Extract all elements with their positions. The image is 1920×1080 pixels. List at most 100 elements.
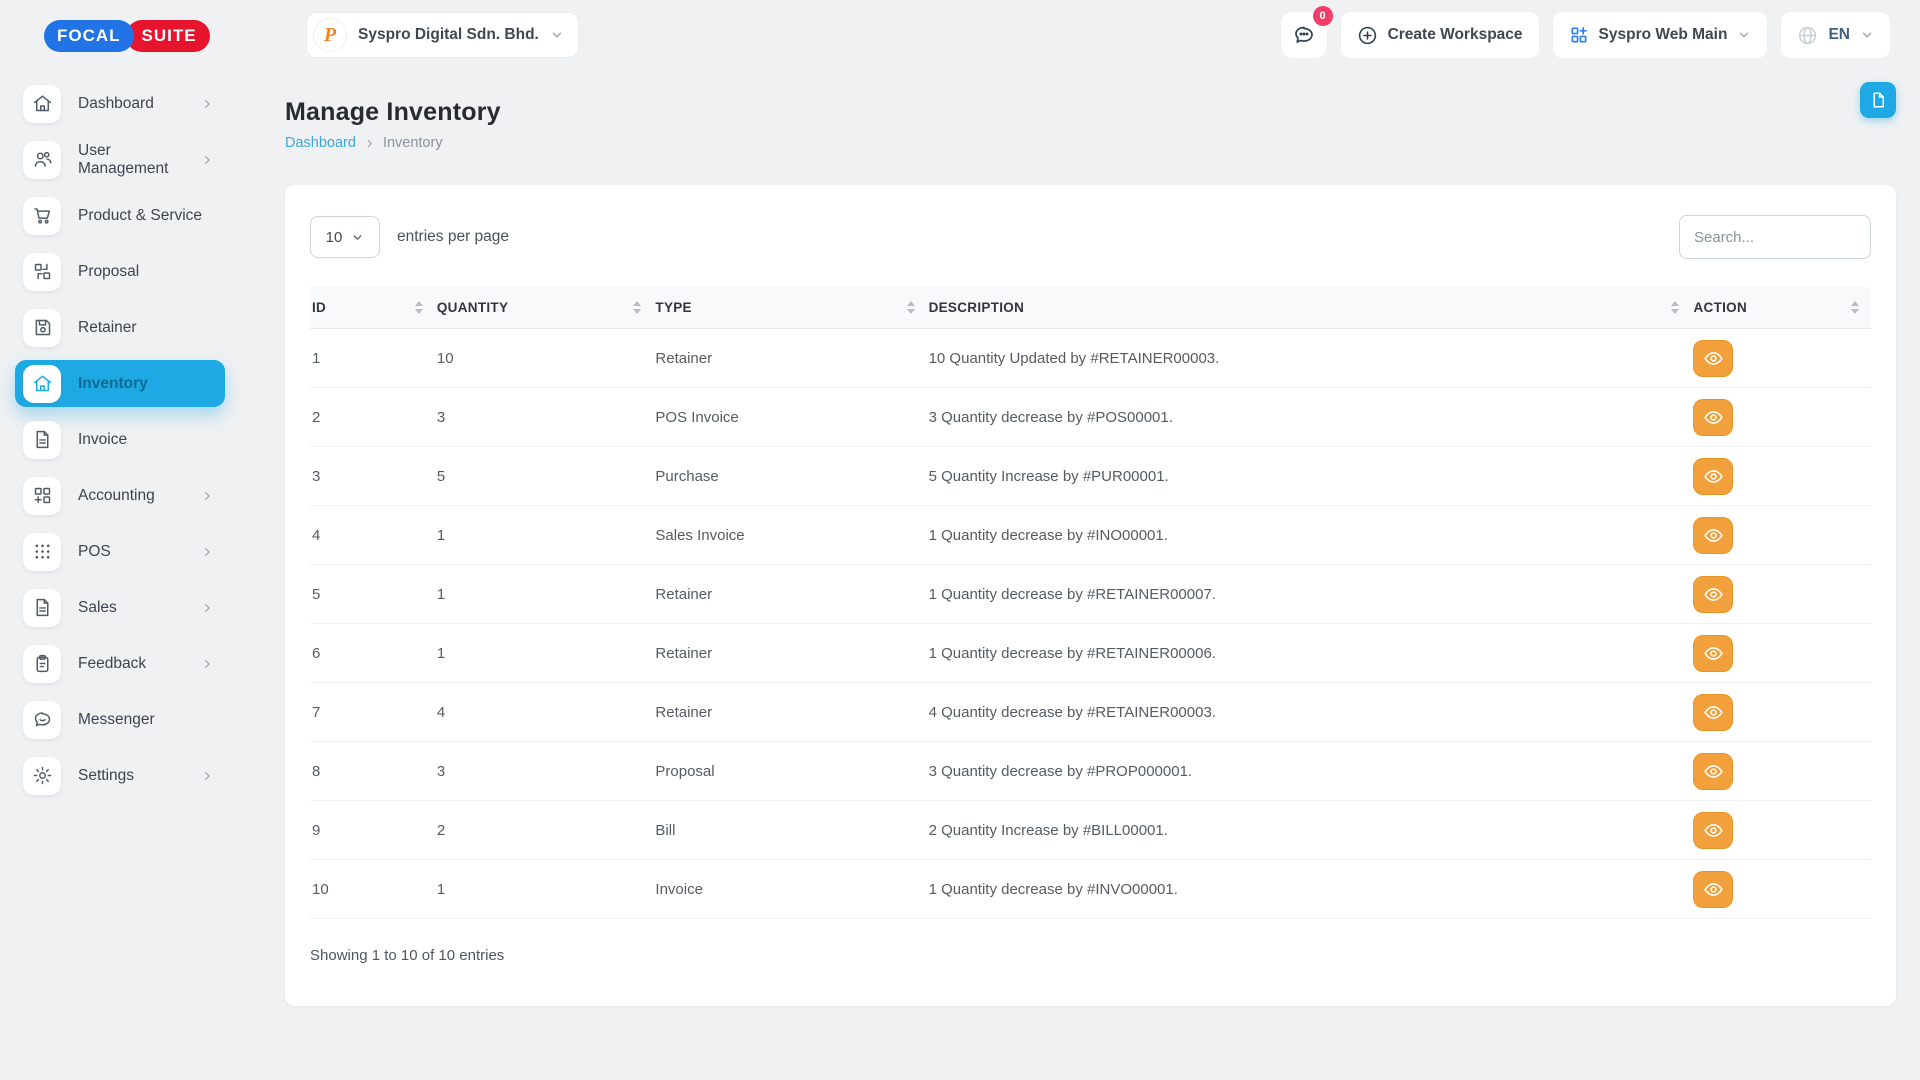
- view-button[interactable]: [1693, 693, 1734, 731]
- breadcrumb-separator-icon: [364, 138, 375, 149]
- view-button[interactable]: [1693, 634, 1734, 672]
- cell-type: Purchase: [653, 446, 927, 506]
- sidebar-item-retainer[interactable]: Retainer: [15, 304, 225, 351]
- table-row: 6 1 Retainer 1 Quantity decrease by #RET…: [310, 623, 1871, 683]
- cell-type: Retainer: [653, 328, 927, 388]
- view-button[interactable]: [1693, 339, 1734, 377]
- sort-icon[interactable]: [1851, 301, 1859, 314]
- sidebar-item-invoice[interactable]: Invoice: [15, 416, 225, 463]
- sidebar-item-label: Inventory: [78, 374, 148, 392]
- cell-id: 6: [310, 623, 435, 683]
- search-input[interactable]: [1679, 215, 1871, 259]
- column-header-action: ACTION: [1693, 300, 1748, 315]
- cell-type: POS Invoice: [653, 387, 927, 447]
- save-icon: [23, 308, 61, 347]
- sidebar-item-product-service[interactable]: Product & Service: [15, 192, 225, 239]
- cell-description: 10 Quantity Updated by #RETAINER00003.: [926, 328, 1692, 388]
- cell-quantity: 2: [434, 800, 654, 860]
- sidebar-item-label: Invoice: [78, 430, 128, 448]
- create-workspace-button[interactable]: Create Workspace: [1340, 12, 1539, 58]
- column-header-description: DESCRIPTION: [928, 300, 1025, 315]
- cell-quantity: 1: [434, 623, 654, 683]
- messages-button[interactable]: 0: [1280, 6, 1333, 58]
- sidebar-item-inventory[interactable]: Inventory: [15, 360, 225, 407]
- cell-id: 5: [310, 564, 435, 624]
- sidebar-item-messenger[interactable]: Messenger: [15, 696, 225, 743]
- document-shortcut-button[interactable]: [1860, 82, 1896, 118]
- sort-icon[interactable]: [1671, 301, 1680, 314]
- home-icon: [23, 364, 61, 403]
- sidebar-item-user-management[interactable]: User Management: [15, 136, 225, 183]
- eye-icon: [1704, 880, 1723, 899]
- chevron-right-icon: [201, 154, 213, 166]
- users-icon: [23, 140, 61, 179]
- workspace-selector[interactable]: P Syspro Digital Sdn. Bhd.: [306, 12, 579, 58]
- cell-id: 2: [310, 387, 435, 447]
- sidebar-item-sales[interactable]: Sales: [15, 584, 225, 631]
- sidebar-item-accounting[interactable]: Accounting: [15, 472, 225, 519]
- sort-icon[interactable]: [414, 301, 423, 314]
- brand-logo[interactable]: FOCAL SUITE: [44, 20, 240, 52]
- eye-icon: [1704, 408, 1723, 427]
- topbar-actions: 0 Create Workspace Syspro Web Main: [1280, 6, 1890, 58]
- table-row: 3 5 Purchase 5 Quantity Increase by #PUR…: [310, 446, 1871, 506]
- sidebar-item-pos[interactable]: POS: [15, 528, 225, 575]
- view-button[interactable]: [1693, 752, 1734, 790]
- cell-description: 1 Quantity decrease by #INO00001.: [926, 505, 1692, 565]
- page-title: Manage Inventory: [285, 98, 501, 126]
- view-button[interactable]: [1693, 457, 1734, 495]
- chevron-right-icon: [201, 770, 213, 782]
- sidebar-item-dashboard[interactable]: Dashboard: [15, 80, 225, 127]
- chevron-down-icon: [550, 28, 564, 42]
- cell-description: 1 Quantity decrease by #INVO00001.: [926, 859, 1692, 919]
- sidebar-item-label: Messenger: [78, 710, 155, 728]
- eye-icon: [1704, 762, 1723, 781]
- column-header-quantity: QUANTITY: [436, 300, 509, 315]
- eye-icon: [1704, 821, 1723, 840]
- workspace-logo: P: [313, 18, 347, 52]
- view-button[interactable]: [1693, 516, 1734, 554]
- sidebar-item-proposal[interactable]: Proposal: [15, 248, 225, 295]
- sort-icon[interactable]: [906, 301, 915, 314]
- cell-id: 4: [310, 505, 435, 565]
- sort-icon[interactable]: [633, 301, 642, 314]
- cell-type: Invoice: [653, 859, 927, 919]
- cell-description: 2 Quantity Increase by #BILL00001.: [926, 800, 1692, 860]
- chevron-down-icon: [1737, 28, 1751, 42]
- view-button[interactable]: [1693, 870, 1734, 908]
- language-selector[interactable]: EN: [1781, 12, 1890, 58]
- document-icon: [1869, 91, 1887, 109]
- eye-icon: [1704, 703, 1723, 722]
- sidebar-item-settings[interactable]: Settings: [15, 752, 225, 799]
- workspace-menu-button[interactable]: Syspro Web Main: [1552, 12, 1768, 58]
- brand-logo-focal: FOCAL: [44, 20, 134, 52]
- cell-description: 3 Quantity decrease by #POS00001.: [926, 387, 1692, 447]
- cell-description: 1 Quantity decrease by #RETAINER00007.: [926, 564, 1692, 624]
- view-button[interactable]: [1693, 398, 1734, 436]
- gear-icon: [23, 756, 61, 795]
- entries-per-page-select[interactable]: 10: [310, 216, 380, 258]
- sidebar: FOCAL SUITE Dashboard User Management: [0, 0, 240, 1080]
- chevron-right-icon: [201, 658, 213, 670]
- table-controls: 10 entries per page: [310, 215, 1871, 259]
- table-row: 9 2 Bill 2 Quantity Increase by #BILL000…: [310, 800, 1871, 860]
- view-button[interactable]: [1693, 575, 1734, 613]
- breadcrumb-dashboard-link[interactable]: Dashboard: [285, 135, 356, 151]
- table-header-row: ID QUANTITY TYPE DESCRIPTION ACTION: [310, 287, 1871, 329]
- sidebar-item-label: Feedback: [78, 654, 147, 672]
- brand-logo-suite: SUITE: [125, 20, 210, 52]
- cell-description: 5 Quantity Increase by #PUR00001.: [926, 446, 1692, 506]
- sidebar-item-label: User Management: [78, 141, 169, 177]
- messages-badge: 0: [1312, 6, 1333, 26]
- column-header-type: TYPE: [655, 300, 692, 315]
- table-row: 10 1 Invoice 1 Quantity decrease by #INV…: [310, 859, 1871, 919]
- sidebar-item-label: Accounting: [78, 486, 155, 504]
- cell-quantity: 3: [434, 741, 654, 801]
- file-icon: [23, 420, 61, 459]
- sidebar-item-feedback[interactable]: Feedback: [15, 640, 225, 687]
- table-row: 2 3 POS Invoice 3 Quantity decrease by #…: [310, 387, 1871, 447]
- cell-type: Retainer: [653, 623, 927, 683]
- view-button[interactable]: [1693, 811, 1734, 849]
- entries-per-page-value: 10: [325, 228, 343, 246]
